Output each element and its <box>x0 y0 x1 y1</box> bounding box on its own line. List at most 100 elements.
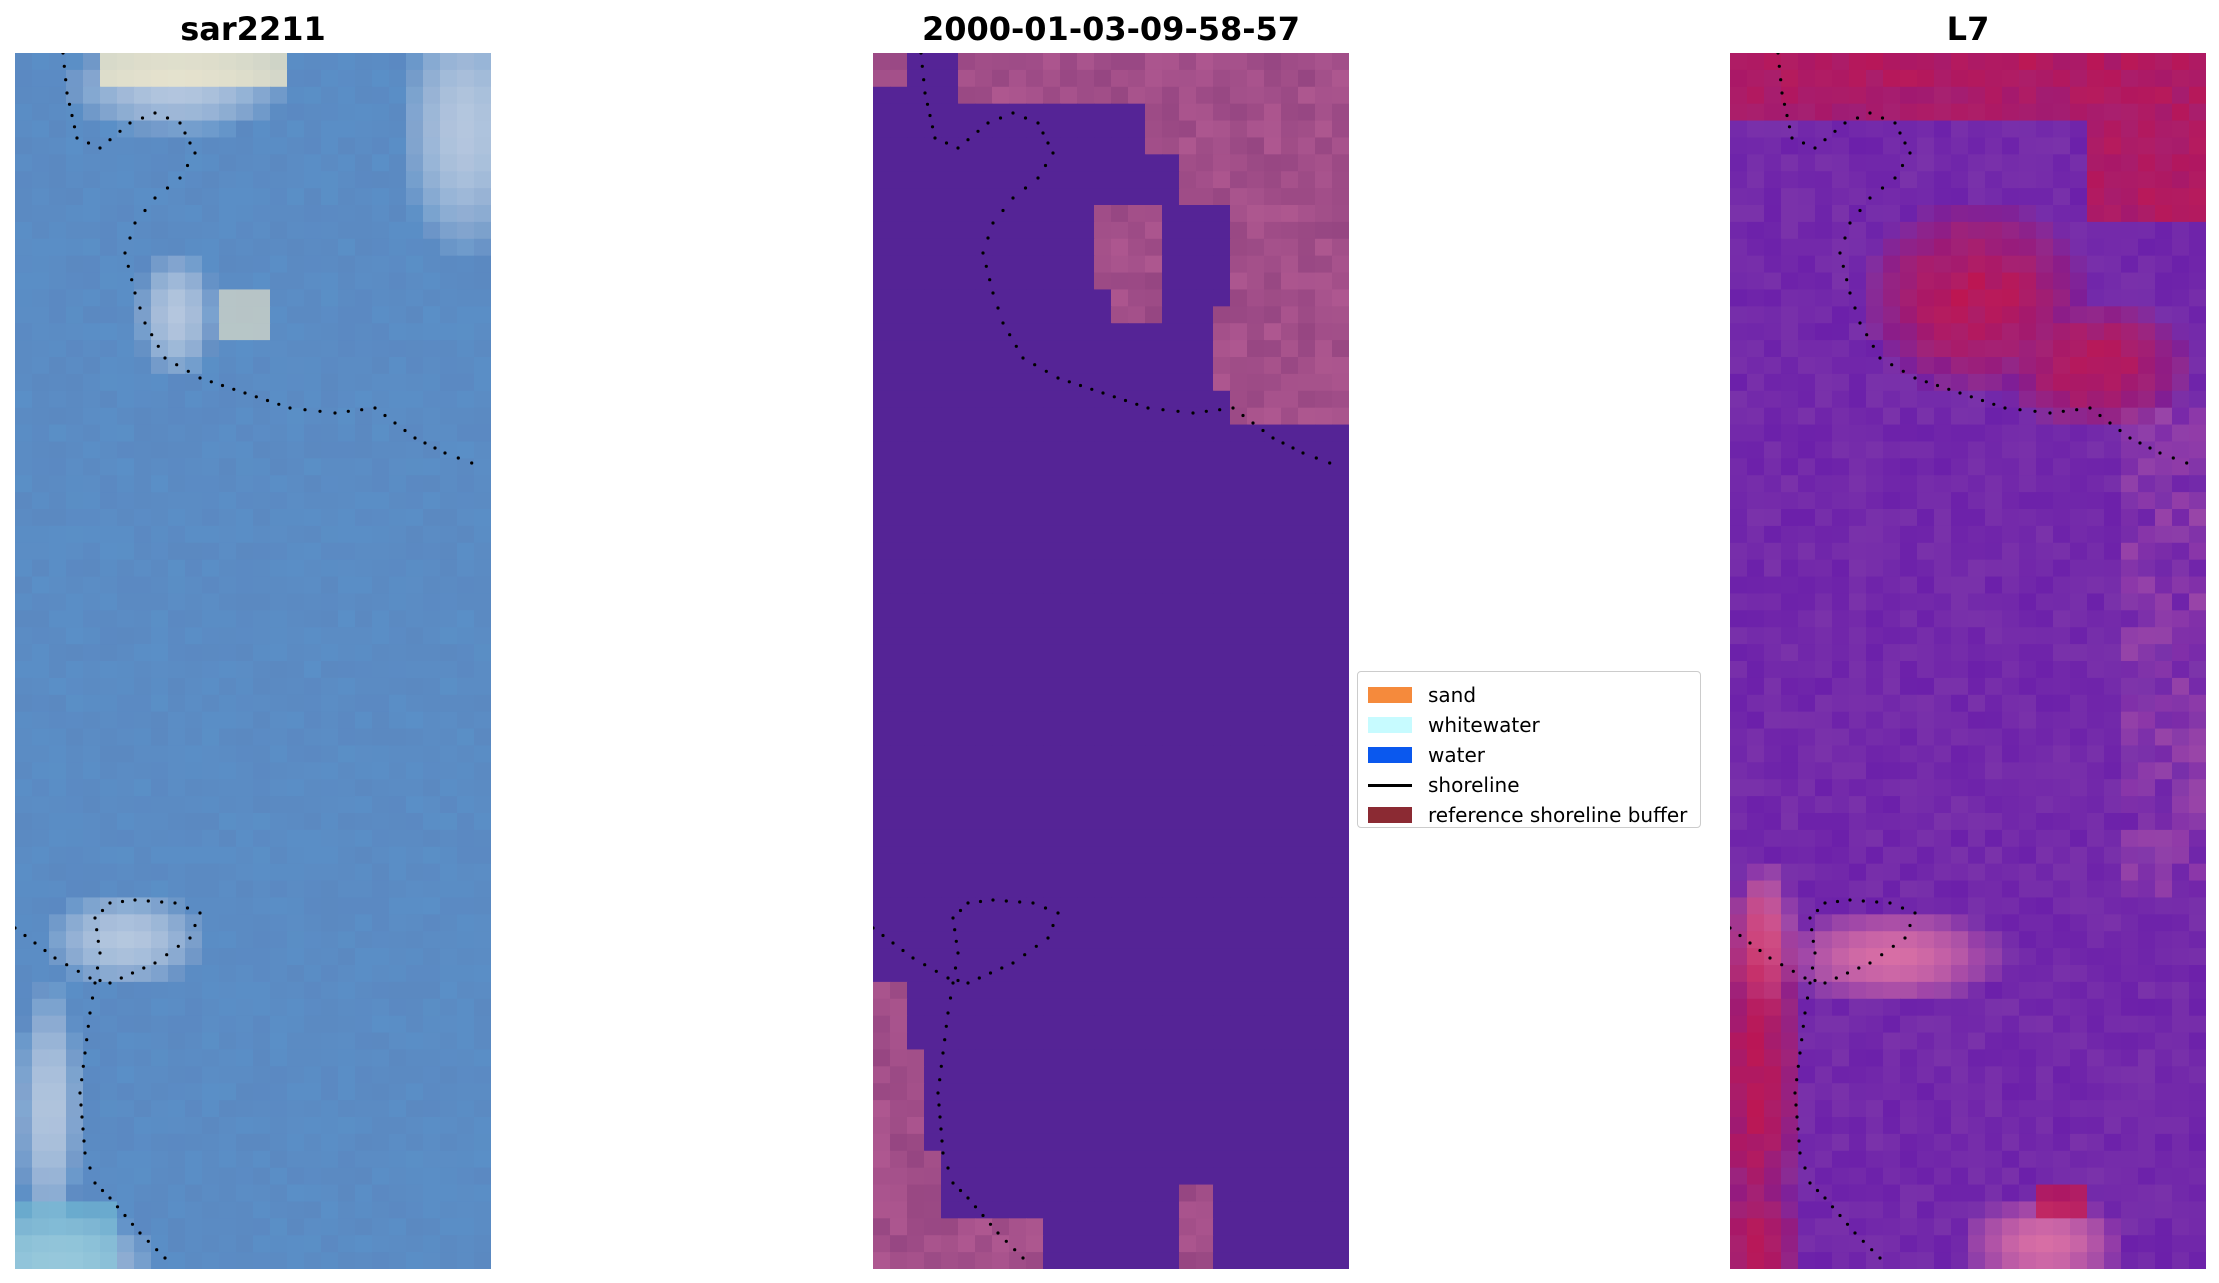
image-pixel <box>66 205 84 223</box>
shoreline-dot <box>128 121 132 125</box>
image-pixel <box>907 238 925 257</box>
image-pixel <box>117 694 135 713</box>
shoreline-dot <box>173 901 177 905</box>
image-pixel <box>1315 272 1333 291</box>
image-pixel <box>1128 1066 1146 1084</box>
image-pixel <box>287 661 305 679</box>
image-pixel <box>1094 1184 1112 1203</box>
image-pixel <box>1026 407 1044 426</box>
image-pixel <box>1060 272 1078 291</box>
image-pixel <box>1764 323 1782 341</box>
image-pixel <box>338 390 356 409</box>
image-pixel <box>1213 1184 1231 1203</box>
image-pixel <box>1951 424 1969 443</box>
shoreline-dot <box>155 1248 159 1252</box>
image-pixel <box>1145 272 1163 291</box>
image-pixel <box>270 677 288 696</box>
image-pixel <box>1111 1184 1129 1203</box>
image-pixel <box>1026 1235 1044 1253</box>
image-pixel <box>253 86 271 105</box>
image-pixel <box>1213 931 1231 949</box>
image-pixel <box>1230 154 1248 172</box>
image-pixel <box>372 829 390 848</box>
image-pixel <box>168 728 186 747</box>
image-pixel <box>406 644 424 662</box>
image-pixel <box>1230 171 1248 189</box>
panel-title-rgb: sar2211 <box>180 10 326 48</box>
image-pixel <box>134 728 152 747</box>
image-pixel <box>457 458 475 476</box>
image-pixel <box>151 103 169 122</box>
shoreline-dot <box>393 421 397 425</box>
image-pixel <box>219 525 237 544</box>
image-pixel <box>958 407 976 426</box>
image-pixel <box>457 677 475 696</box>
image-pixel <box>66 154 84 172</box>
image-pixel <box>1009 323 1027 341</box>
image-pixel <box>941 424 959 443</box>
image-pixel <box>440 998 458 1017</box>
image-pixel <box>1230 559 1248 578</box>
image-pixel <box>1213 914 1231 932</box>
image-pixel <box>236 694 254 713</box>
image-pixel <box>1094 1201 1112 1219</box>
image-pixel <box>1145 948 1163 966</box>
image-pixel <box>1264 255 1282 274</box>
image-pixel <box>134 1083 152 1101</box>
image-pixel <box>338 53 356 71</box>
image-pixel <box>202 610 220 628</box>
image-pixel <box>474 525 491 544</box>
image-pixel <box>1145 813 1163 831</box>
image-pixel <box>1128 796 1146 814</box>
image-pixel <box>2019 188 2037 206</box>
image-pixel <box>287 728 305 747</box>
image-pixel <box>66 846 84 865</box>
image-pixel <box>1798 255 1816 274</box>
image-pixel <box>2172 255 2190 274</box>
image-pixel <box>907 69 925 88</box>
image-pixel <box>168 593 186 611</box>
image-pixel <box>1179 1083 1197 1101</box>
image-pixel <box>219 221 237 240</box>
image-pixel <box>1298 120 1316 139</box>
image-pixel <box>1883 407 1901 426</box>
image-pixel <box>2053 289 2071 307</box>
image-pixel <box>1145 1133 1163 1152</box>
image-pixel <box>1077 1201 1095 1219</box>
image-pixel <box>2070 475 2088 493</box>
image-pixel <box>253 779 271 797</box>
image-pixel <box>406 1218 424 1236</box>
image-pixel <box>304 188 322 206</box>
image-pixel <box>1849 255 1867 274</box>
image-pixel <box>1934 323 1952 341</box>
image-pixel <box>372 1083 390 1101</box>
image-pixel <box>406 762 424 780</box>
image-pixel <box>1111 1015 1129 1034</box>
image-pixel <box>1332 1184 1349 1203</box>
image-pixel <box>304 914 322 932</box>
image-pixel <box>32 745 50 763</box>
image-pixel <box>304 272 322 291</box>
image-pixel <box>219 120 237 139</box>
image-pixel <box>873 390 891 409</box>
image-pixel <box>304 1100 322 1118</box>
image-pixel <box>1815 53 1833 71</box>
image-pixel <box>83 576 101 595</box>
image-pixel <box>975 458 993 476</box>
image-pixel <box>1213 1066 1231 1084</box>
image-pixel <box>2002 357 2020 375</box>
image-pixel <box>1077 948 1095 966</box>
image-pixel <box>202 931 220 949</box>
image-pixel <box>1213 340 1231 358</box>
image-pixel <box>1247 998 1265 1017</box>
image-pixel <box>236 661 254 679</box>
image-pixel <box>202 897 220 915</box>
image-pixel <box>100 86 118 105</box>
image-pixel <box>83 1032 101 1051</box>
image-pixel <box>1247 711 1265 730</box>
shoreline-dot <box>998 116 1003 120</box>
image-pixel <box>1060 948 1078 966</box>
image-pixel <box>83 509 101 527</box>
image-pixel <box>32 863 50 882</box>
image-pixel <box>423 694 441 713</box>
